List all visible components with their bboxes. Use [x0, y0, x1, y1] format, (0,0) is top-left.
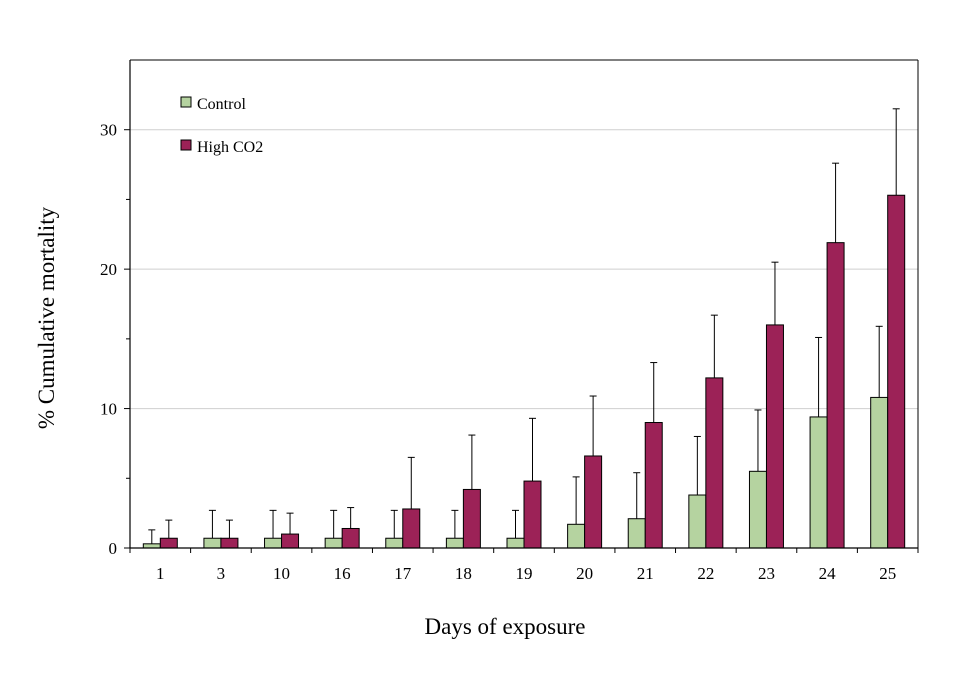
gridlines	[130, 129, 918, 410]
x-tick-labels: 1 3 10 16 17 18 19 20 21 22 23 24 25	[156, 564, 896, 583]
legend-swatch-high-co2	[180, 139, 192, 151]
x-tick-label: 24	[819, 564, 837, 583]
bar-high-co2	[159, 537, 178, 549]
bar-control	[567, 523, 586, 549]
bar-control	[324, 537, 343, 549]
bar-control	[748, 470, 767, 549]
bar-control	[385, 537, 404, 549]
bar-control	[506, 537, 525, 549]
x-tick-label: 21	[637, 564, 654, 583]
bar-control	[142, 543, 161, 549]
axes	[124, 59, 919, 553]
bar-high-co2	[281, 533, 300, 549]
bar-control	[809, 416, 828, 549]
legend-label-control: Control	[197, 96, 246, 113]
x-tick-label: 20	[576, 564, 593, 583]
bar-high-co2	[765, 324, 784, 549]
y-tick-label: 30	[100, 121, 117, 140]
bar-high-co2	[826, 242, 845, 549]
bar-high-co2	[705, 377, 724, 549]
bar-high-co2	[644, 422, 663, 549]
y-tick-label: 0	[109, 539, 118, 558]
error-bars	[148, 108, 900, 544]
bar-high-co2	[523, 480, 542, 549]
x-tick-label: 23	[758, 564, 775, 583]
x-tick-label: 18	[455, 564, 472, 583]
x-axis-label: Days of exposure	[425, 614, 586, 639]
x-tick-label: 3	[217, 564, 226, 583]
x-tick-label: 19	[516, 564, 533, 583]
x-tick-label: 22	[697, 564, 714, 583]
y-tick-label: 10	[100, 400, 117, 419]
legend-swatch-control	[180, 96, 192, 108]
bar-high-co2	[341, 527, 360, 549]
y-tick-labels: 0 10 20 30	[100, 121, 117, 558]
bars	[142, 194, 906, 549]
x-tick-label: 17	[394, 564, 412, 583]
bar-high-co2	[402, 508, 421, 549]
legend-label-high-co2: High CO2	[197, 139, 263, 156]
bar-control	[870, 396, 889, 549]
y-tick-label: 20	[100, 260, 117, 279]
bar-high-co2	[887, 194, 906, 549]
x-tick-label: 25	[879, 564, 896, 583]
x-tick-label: 10	[273, 564, 290, 583]
bar-control	[688, 494, 707, 549]
legend: Control High CO2	[180, 96, 263, 156]
bar-high-co2	[584, 455, 603, 549]
bar-high-co2	[462, 488, 481, 549]
x-tick-label: 16	[334, 564, 351, 583]
bar-control	[445, 537, 464, 549]
bar-control	[627, 518, 646, 549]
x-tick-label: 1	[156, 564, 165, 583]
bar-high-co2	[220, 537, 239, 549]
bar-control	[203, 537, 222, 549]
y-axis-label: % Cumulative mortality	[34, 206, 59, 429]
bar-control	[264, 537, 283, 549]
